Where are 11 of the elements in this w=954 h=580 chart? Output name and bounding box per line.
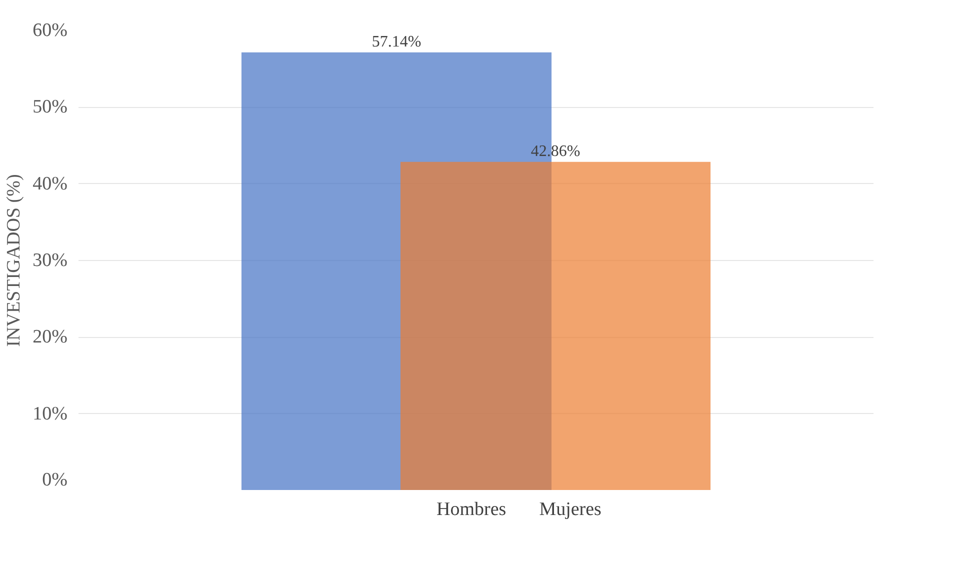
y-tick-label: 50%	[32, 96, 68, 118]
y-tick-label: 30%	[32, 250, 68, 271]
y-tick-label: 40%	[32, 173, 68, 194]
y-tick-label: 60%	[32, 20, 68, 41]
y-axis-title: INVESTIGADOS (%)	[4, 174, 25, 347]
y-tick-label: 0%	[42, 470, 68, 490]
series-label: Hombres	[436, 499, 506, 521]
data-label: 57.14%	[372, 33, 422, 50]
y-tick-label: 20%	[32, 326, 68, 348]
y-tick-label: 10%	[32, 403, 68, 424]
series-label: Mujeres	[539, 499, 602, 521]
